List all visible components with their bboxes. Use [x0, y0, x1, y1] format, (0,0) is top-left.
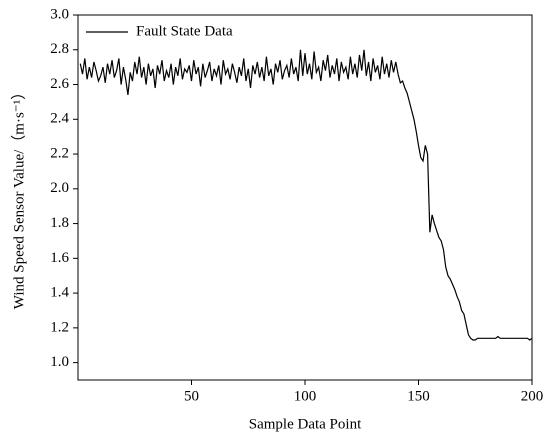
plot-frame	[77, 14, 533, 381]
y-tick-label: 1.4	[50, 285, 69, 301]
y-tick-label: 1.2	[50, 319, 69, 335]
x-tick-label: 200	[521, 388, 544, 404]
data-line	[79, 49, 533, 341]
x-axis-label: Sample Data Point	[249, 416, 362, 432]
x-tick-label: 50	[184, 388, 199, 404]
y-tick-label: 1.6	[50, 250, 69, 266]
x-tick-label: 100	[294, 388, 317, 404]
y-tick-label: 2.2	[50, 145, 69, 161]
y-tick-label: 2.4	[50, 111, 69, 127]
y-tick-label: 2.6	[50, 76, 69, 92]
y-tick-label: 1.0	[50, 354, 69, 370]
y-tick-label: 2.8	[50, 41, 69, 57]
x-tick-label: 150	[407, 388, 430, 404]
legend-label: Fault State Data	[136, 23, 233, 39]
y-axis-label: Wind Speed Sensor Value/（m·s⁻¹）	[10, 85, 27, 309]
y-tick-label: 3.0	[50, 6, 69, 22]
y-tick-label: 1.8	[50, 215, 69, 231]
y-tick-label: 2.0	[50, 180, 69, 196]
